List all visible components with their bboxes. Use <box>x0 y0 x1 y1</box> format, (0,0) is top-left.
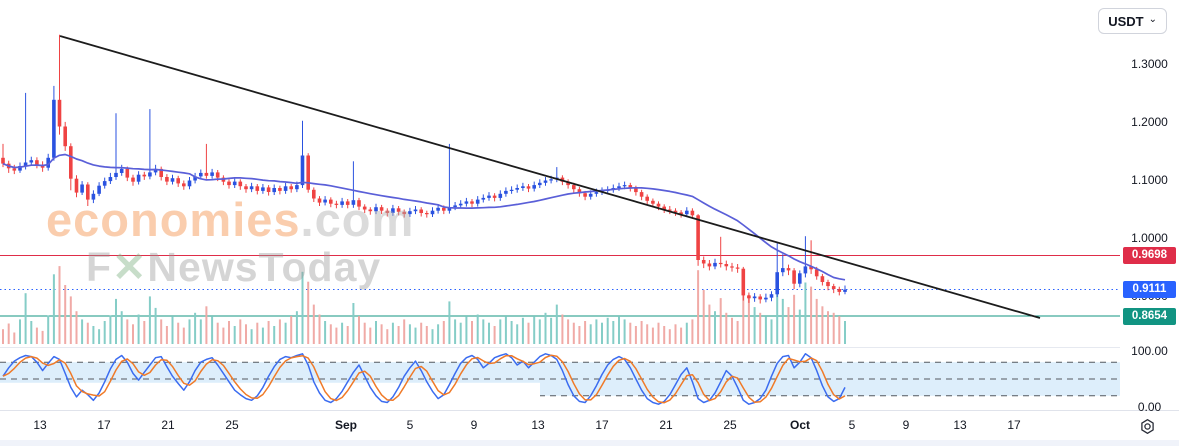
time-tick-label: 13 <box>33 418 47 432</box>
volume-series <box>2 266 846 344</box>
price-tick-label: 1.1000 <box>1131 173 1168 187</box>
time-tick-label: 5 <box>406 418 414 432</box>
price-tick-label: 1.2000 <box>1131 115 1168 129</box>
horizontal-scrollbar[interactable] <box>0 440 1179 446</box>
time-tick-label: 13 <box>531 418 545 432</box>
price-tick-label: 1.3000 <box>1131 57 1168 71</box>
price-badge: 0.9698 <box>1123 247 1176 264</box>
time-tick-label: 25 <box>723 418 737 432</box>
ma-line <box>2 153 846 281</box>
time-tick-label: 21 <box>659 418 673 432</box>
time-tick-label: Sep <box>334 418 358 432</box>
chevron-down-icon: ⌄ <box>1148 13 1157 25</box>
axis-settings-icon[interactable] <box>1139 418 1156 440</box>
pane-separator <box>0 347 1120 348</box>
price-axis[interactable] <box>1120 0 1179 410</box>
candlestick-series <box>1 34 847 304</box>
stoch-d-line <box>2 354 846 404</box>
time-tick-label: 25 <box>225 418 239 432</box>
time-tick-label: 21 <box>161 418 175 432</box>
price-badge: 0.8654 <box>1123 308 1176 325</box>
stoch-k-line <box>2 353 846 405</box>
price-badge: 0.9111 <box>1123 281 1176 298</box>
quote-currency-dropdown[interactable]: USDT ⌄ <box>1098 8 1167 34</box>
watermark-backing <box>0 382 540 400</box>
time-tick-label: 17 <box>1007 418 1021 432</box>
time-tick-label: 17 <box>595 418 609 432</box>
time-tick-label: 5 <box>848 418 856 432</box>
stoch-tick-label: 100.00 <box>1131 344 1168 358</box>
time-tick-label: Oct <box>789 418 811 432</box>
stoch-tick-label: 0.00 <box>1137 400 1162 414</box>
time-tick-label: 9 <box>470 418 478 432</box>
price-tick-label: 1.0000 <box>1131 231 1168 245</box>
time-tick-label: 9 <box>902 418 910 432</box>
trendline[interactable] <box>59 35 1041 319</box>
time-tick-label: 17 <box>97 418 111 432</box>
time-tick-label: 13 <box>953 418 967 432</box>
quote-currency-label: USDT <box>1108 13 1144 29</box>
